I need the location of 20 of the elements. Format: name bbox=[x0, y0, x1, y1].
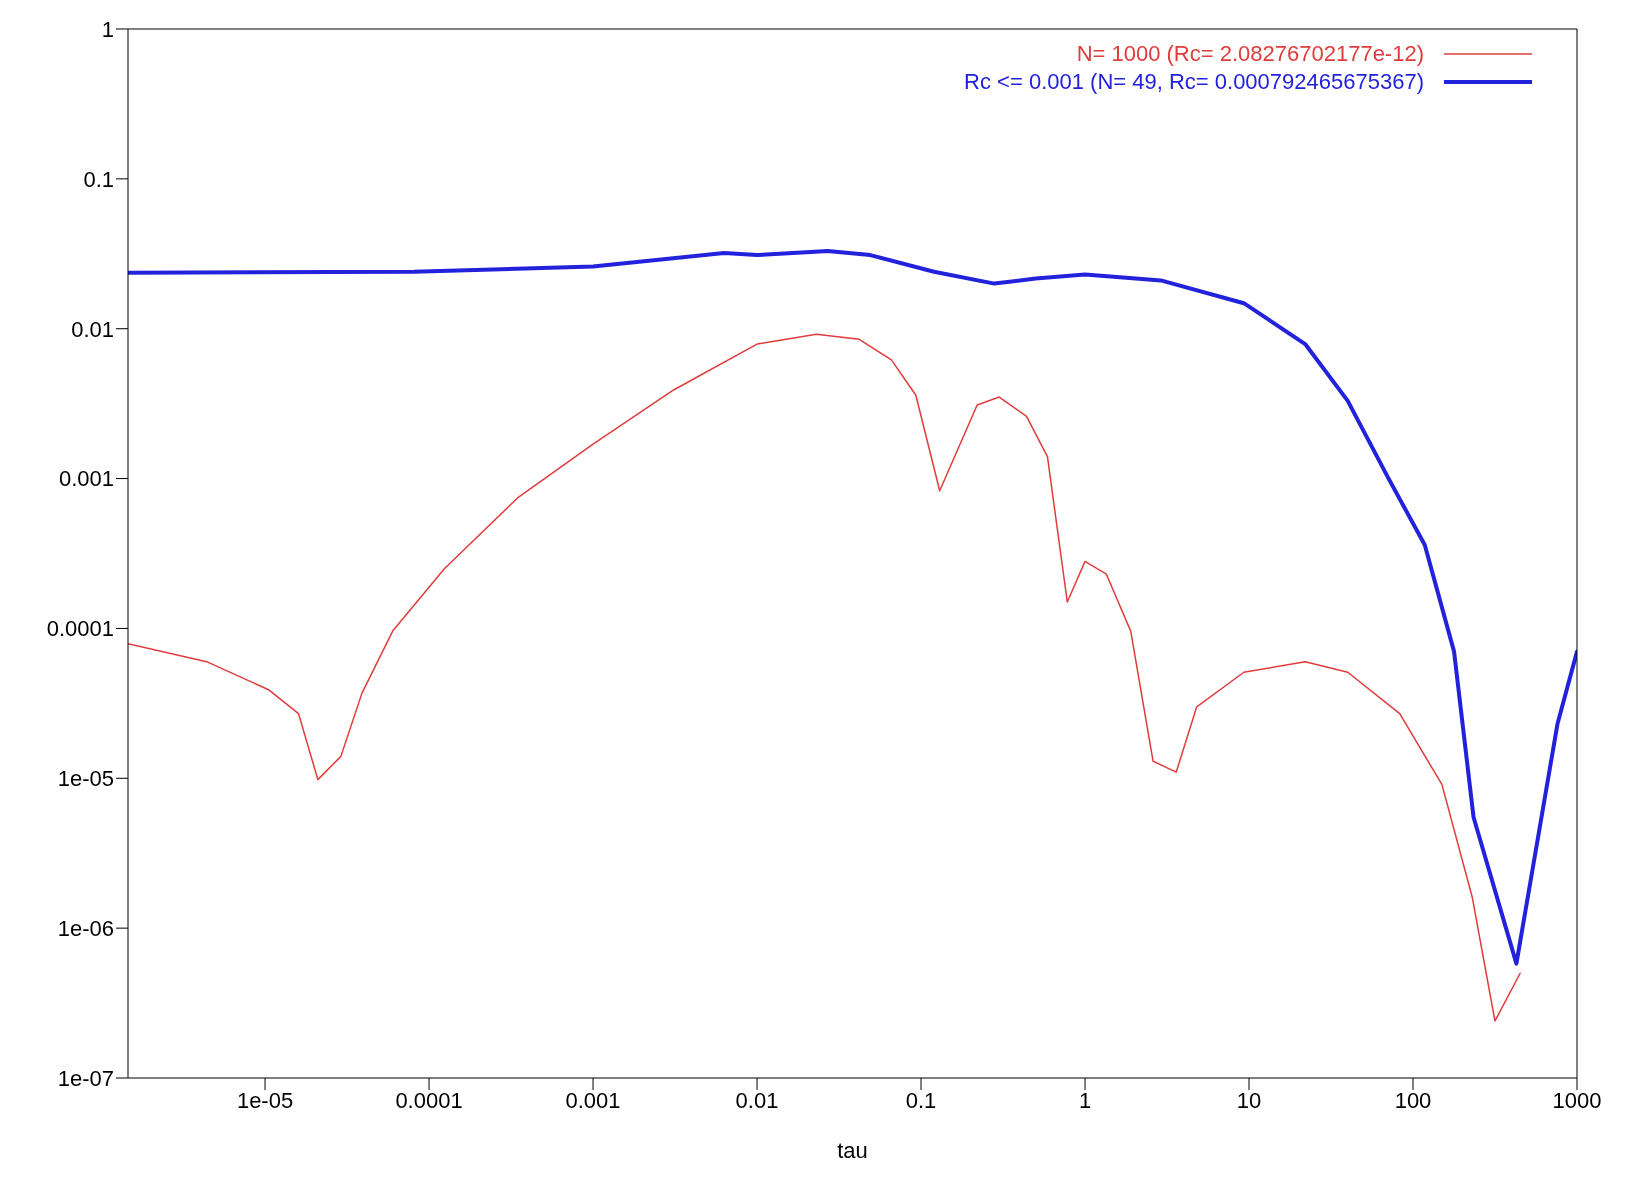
x-axis-title: tau bbox=[837, 1138, 868, 1163]
legend-label: Rc <= 0.001 (N= 49, Rc= 0.000792465675367) bbox=[964, 68, 1424, 96]
y-tick-label: 1e-05 bbox=[57, 766, 114, 792]
x-tick-label: 0.01 bbox=[735, 1087, 779, 1113]
x-tick-label: 100 bbox=[1394, 1087, 1432, 1113]
y-tick-label: 0.1 bbox=[83, 166, 114, 192]
y-tick-label: 1 bbox=[101, 16, 114, 42]
y-tick-label: 0.001 bbox=[58, 466, 114, 492]
y-tick-label: 0.0001 bbox=[46, 616, 114, 642]
x-tick-label: 0.1 bbox=[905, 1087, 937, 1113]
x-tick-label: 1e-05 bbox=[236, 1087, 294, 1113]
x-tick-label: 0.001 bbox=[565, 1087, 621, 1113]
y-tick-label: 1e-06 bbox=[57, 915, 114, 941]
x-tick-label: 1 bbox=[1078, 1087, 1092, 1113]
x-tick-label: 10 bbox=[1236, 1087, 1262, 1113]
x-tick-label: 0.0001 bbox=[395, 1087, 463, 1113]
x-tick-label: 1000 bbox=[1552, 1087, 1602, 1113]
legend-label: N= 1000 (Rc= 2.08276702177e-12) bbox=[1076, 40, 1424, 68]
y-tick-label: 0.01 bbox=[71, 316, 114, 342]
y-tick-label: 1e-07 bbox=[57, 1065, 114, 1091]
